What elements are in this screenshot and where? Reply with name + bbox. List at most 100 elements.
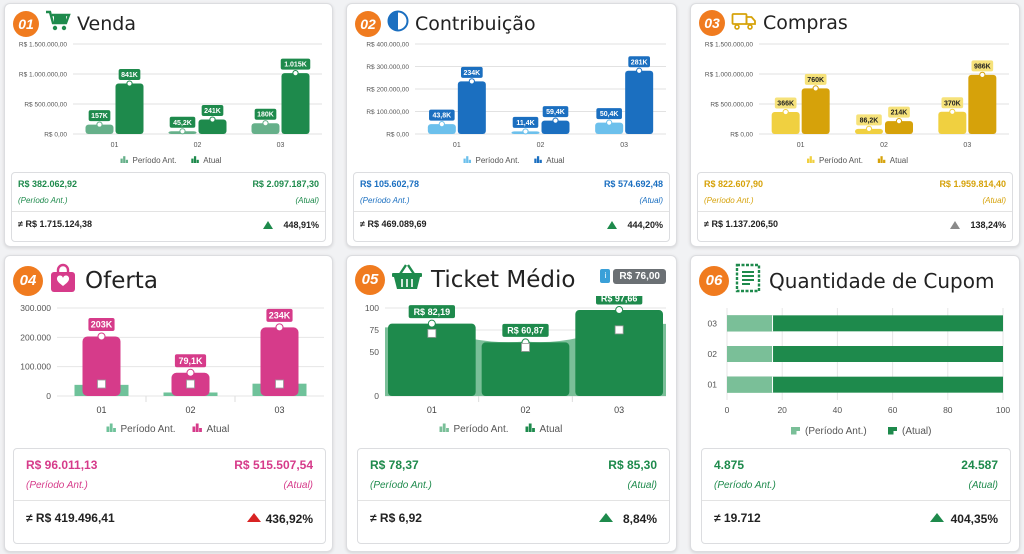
prev-value: R$ 822.607,90 bbox=[704, 179, 764, 189]
legend-swatch bbox=[883, 159, 886, 163]
x-tick-label: 03 bbox=[277, 142, 285, 149]
data-label-bg bbox=[118, 69, 141, 81]
prev-value: 4.875 bbox=[714, 458, 745, 472]
prev-value: R$ 78,37 bbox=[370, 458, 419, 472]
legend-swatch bbox=[807, 158, 810, 163]
card-number-badge: 04 bbox=[13, 265, 43, 296]
legend-swatch bbox=[536, 156, 540, 163]
data-label-bg bbox=[460, 66, 483, 78]
prev-label: (Período Ant.) bbox=[370, 480, 432, 491]
legend-label: (Atual) bbox=[902, 426, 931, 437]
bar-prev bbox=[251, 123, 280, 134]
bar-marker bbox=[949, 108, 956, 115]
y-tick-label: 01 bbox=[708, 380, 718, 390]
x-tick-label: 20 bbox=[777, 405, 787, 415]
legend-label: Período Ant. bbox=[454, 424, 509, 435]
bar-marker bbox=[552, 117, 559, 124]
legend-label: Período Ant. bbox=[476, 156, 520, 165]
x-tick-label: 03 bbox=[274, 405, 284, 415]
legend-swatch bbox=[534, 158, 537, 163]
y-tick-label: 100 bbox=[365, 303, 379, 313]
card-header: 01 Venda bbox=[13, 10, 136, 37]
legend-label: Período Ant. bbox=[121, 424, 176, 435]
half-circle-icon bbox=[387, 10, 409, 37]
data-label-bg bbox=[628, 56, 651, 68]
oferta-chart: 0 100.000 200.000 300.000 01 203K 02 79,1K 03 234… bbox=[5, 296, 332, 446]
bar-cur bbox=[82, 336, 121, 396]
x-tick-label: 100 bbox=[996, 405, 1010, 415]
prev-marker bbox=[186, 379, 195, 389]
data-label: R$ 97,66 bbox=[601, 296, 638, 303]
bar-prev bbox=[85, 124, 114, 134]
y-tick-label: R$ 1.000.000,00 bbox=[19, 72, 67, 79]
divider bbox=[358, 500, 669, 501]
bar-prev bbox=[427, 124, 456, 134]
x-tick-label: 03 bbox=[620, 142, 628, 149]
shopping-bag-icon bbox=[49, 263, 77, 298]
bar-cur bbox=[885, 121, 913, 134]
bar-marker bbox=[615, 306, 624, 315]
y-tick-label: 75 bbox=[370, 325, 380, 335]
receipt-icon bbox=[735, 263, 761, 298]
bar-cur bbox=[260, 327, 299, 396]
card-number-badge: 03 bbox=[699, 10, 725, 36]
bar-cur bbox=[625, 70, 654, 134]
bar-marker bbox=[782, 108, 789, 116]
prev-label: (Período Ant.) bbox=[360, 196, 410, 205]
summary-box: R$ 822.607,90 R$ 1.959.814,40 (Período A… bbox=[697, 172, 1013, 242]
bar-marker bbox=[427, 319, 436, 328]
data-label-bg bbox=[88, 317, 115, 331]
x-tick-label: 02 bbox=[537, 142, 545, 149]
bar-cur bbox=[727, 315, 1003, 332]
divider bbox=[702, 500, 1010, 501]
data-label: 234K bbox=[269, 311, 291, 321]
x-tick-label: 01 bbox=[96, 405, 106, 415]
prev-value: R$ 96.011,13 bbox=[26, 458, 98, 472]
data-label: 203K bbox=[91, 320, 113, 330]
cur-value: R$ 2.097.187,30 bbox=[252, 179, 319, 189]
bar-marker bbox=[636, 67, 643, 74]
bar-prev bbox=[727, 315, 773, 332]
bar-cur bbox=[968, 74, 997, 134]
legend-swatch bbox=[539, 159, 542, 163]
data-label: 366K bbox=[777, 101, 794, 108]
y-tick-label: R$ 300.000,00 bbox=[366, 64, 409, 71]
data-label: 1.015K bbox=[284, 62, 307, 69]
y-tick-label: R$ 0,00 bbox=[44, 132, 67, 139]
cur-label: (Atual) bbox=[295, 196, 319, 205]
card-title: Venda bbox=[77, 12, 136, 35]
bar-cur bbox=[575, 310, 663, 396]
y-tick-label: 03 bbox=[708, 318, 718, 328]
trend-red-icon bbox=[247, 513, 261, 522]
cur-value: 24.587 bbox=[961, 458, 998, 472]
data-label-bg bbox=[502, 323, 549, 337]
trend-up-icon bbox=[607, 221, 617, 229]
bar-prev bbox=[727, 376, 773, 393]
legend-swatch bbox=[123, 156, 126, 163]
card-title: Quantidade de Cupom bbox=[769, 268, 995, 293]
x-tick-label: 01 bbox=[453, 142, 461, 149]
data-label-bg bbox=[280, 58, 311, 70]
card-title: Compras bbox=[763, 12, 848, 34]
y-tick-label: 50 bbox=[370, 347, 380, 357]
percent-change: 8,84% bbox=[622, 512, 657, 526]
data-label: 43,8K bbox=[432, 113, 451, 120]
x-tick-label: 02 bbox=[880, 142, 888, 149]
legend-swatch bbox=[809, 156, 812, 163]
bar-marker bbox=[522, 128, 529, 135]
legend-label: Atual bbox=[540, 424, 563, 435]
chart-svg: R$ 0,00 R$ 100.000,00 R$ 200.000,00 R$ 300.… bbox=[366, 42, 666, 165]
prev-value: R$ 382.062,92 bbox=[18, 179, 78, 189]
bar-marker bbox=[979, 71, 986, 78]
data-label: 45,2K bbox=[173, 120, 192, 127]
compras-chart: R$ 0,00 R$ 500.000,00 R$ 1.000.000,00 R$ 1.… bbox=[691, 38, 1019, 173]
bar-cur bbox=[541, 120, 570, 134]
card-header: 04 Oferta bbox=[13, 263, 158, 298]
legend-swatch bbox=[463, 158, 466, 163]
bar-prev bbox=[727, 346, 773, 362]
summary-box: R$ 78,37 R$ 85,30 (Período Ant.) (Atual)… bbox=[357, 448, 670, 544]
card-header: 03 Compras bbox=[699, 10, 848, 36]
y-tick-label: 02 bbox=[708, 349, 718, 359]
y-tick-label: R$ 1.000.000,00 bbox=[705, 72, 753, 79]
legend-swatch bbox=[791, 427, 800, 431]
